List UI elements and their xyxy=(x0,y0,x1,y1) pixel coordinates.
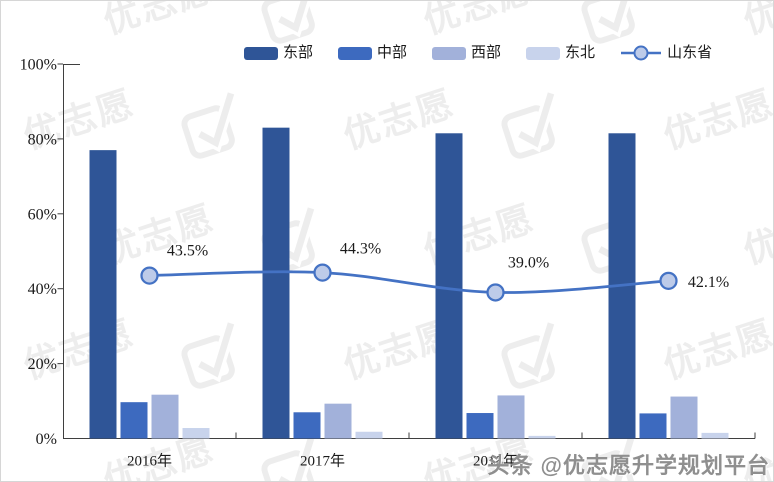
bar-east-1 xyxy=(262,127,290,439)
bar-northeast-1 xyxy=(355,431,383,439)
bar-east-0 xyxy=(89,150,117,439)
legend-label-shandong: 山东省 xyxy=(667,44,713,61)
x-axis-category-label: 2017年 xyxy=(300,453,345,470)
line-data-label: 44.3% xyxy=(340,241,381,258)
x-axis-category-label: 2018年 xyxy=(473,453,518,470)
legend-swatch-central xyxy=(338,46,373,60)
legend-label-west: 西部 xyxy=(471,44,502,61)
bar-northeast-2 xyxy=(528,435,556,439)
bar-central-2 xyxy=(466,413,494,439)
legend-item-northeast: 东北 xyxy=(526,45,595,61)
bar-central-1 xyxy=(293,412,321,439)
y-axis-tick-label: 100% xyxy=(20,57,57,74)
y-axis-tick-label: 60% xyxy=(28,206,57,223)
marker-shandong-2 xyxy=(486,283,505,302)
marker-shandong-3 xyxy=(659,271,678,290)
y-axis-tick-label: 40% xyxy=(28,281,57,298)
bar-east-2 xyxy=(435,133,463,439)
legend-item-east: 东部 xyxy=(244,45,313,61)
marker-shandong-1 xyxy=(313,263,332,282)
legend-label-northeast: 东北 xyxy=(565,44,596,61)
line-data-label: 43.5% xyxy=(167,243,208,260)
bar-central-0 xyxy=(120,402,148,439)
marker-shandong-0 xyxy=(140,266,159,285)
chart-legend: 东部 中部 西部 东北 山东省 xyxy=(244,45,712,61)
bar-west-0 xyxy=(151,394,179,439)
legend-item-west: 西部 xyxy=(432,45,501,61)
x-axis-category-label: 2016年 xyxy=(127,453,172,470)
legend-label-central: 中部 xyxy=(377,44,408,61)
bar-west-2 xyxy=(497,395,525,439)
y-axis-tick-label: 20% xyxy=(28,356,57,373)
legend-swatch-east xyxy=(244,46,278,60)
legend-label-east: 东部 xyxy=(283,44,314,61)
bar-west-3 xyxy=(670,396,698,439)
bar-northeast-0 xyxy=(182,428,210,439)
line-data-label: 39.0% xyxy=(508,254,549,271)
legend-item-shandong: 山东省 xyxy=(620,45,712,61)
bar-northeast-3 xyxy=(701,432,729,439)
y-axis-tick-label: 80% xyxy=(28,131,57,148)
bar-west-1 xyxy=(324,403,352,439)
y-axis-tick-label: 0% xyxy=(36,431,57,448)
credit-overlay: 头条 @优志愿升学规划平台 xyxy=(487,453,770,478)
line-data-label: 42.1% xyxy=(688,274,729,291)
line-marker-icon xyxy=(621,45,662,61)
legend-swatch-northeast xyxy=(526,46,561,60)
line-shandong xyxy=(149,270,669,294)
bar-central-3 xyxy=(639,413,667,439)
legend-item-central: 中部 xyxy=(338,45,407,61)
legend-swatch-west xyxy=(432,46,467,60)
